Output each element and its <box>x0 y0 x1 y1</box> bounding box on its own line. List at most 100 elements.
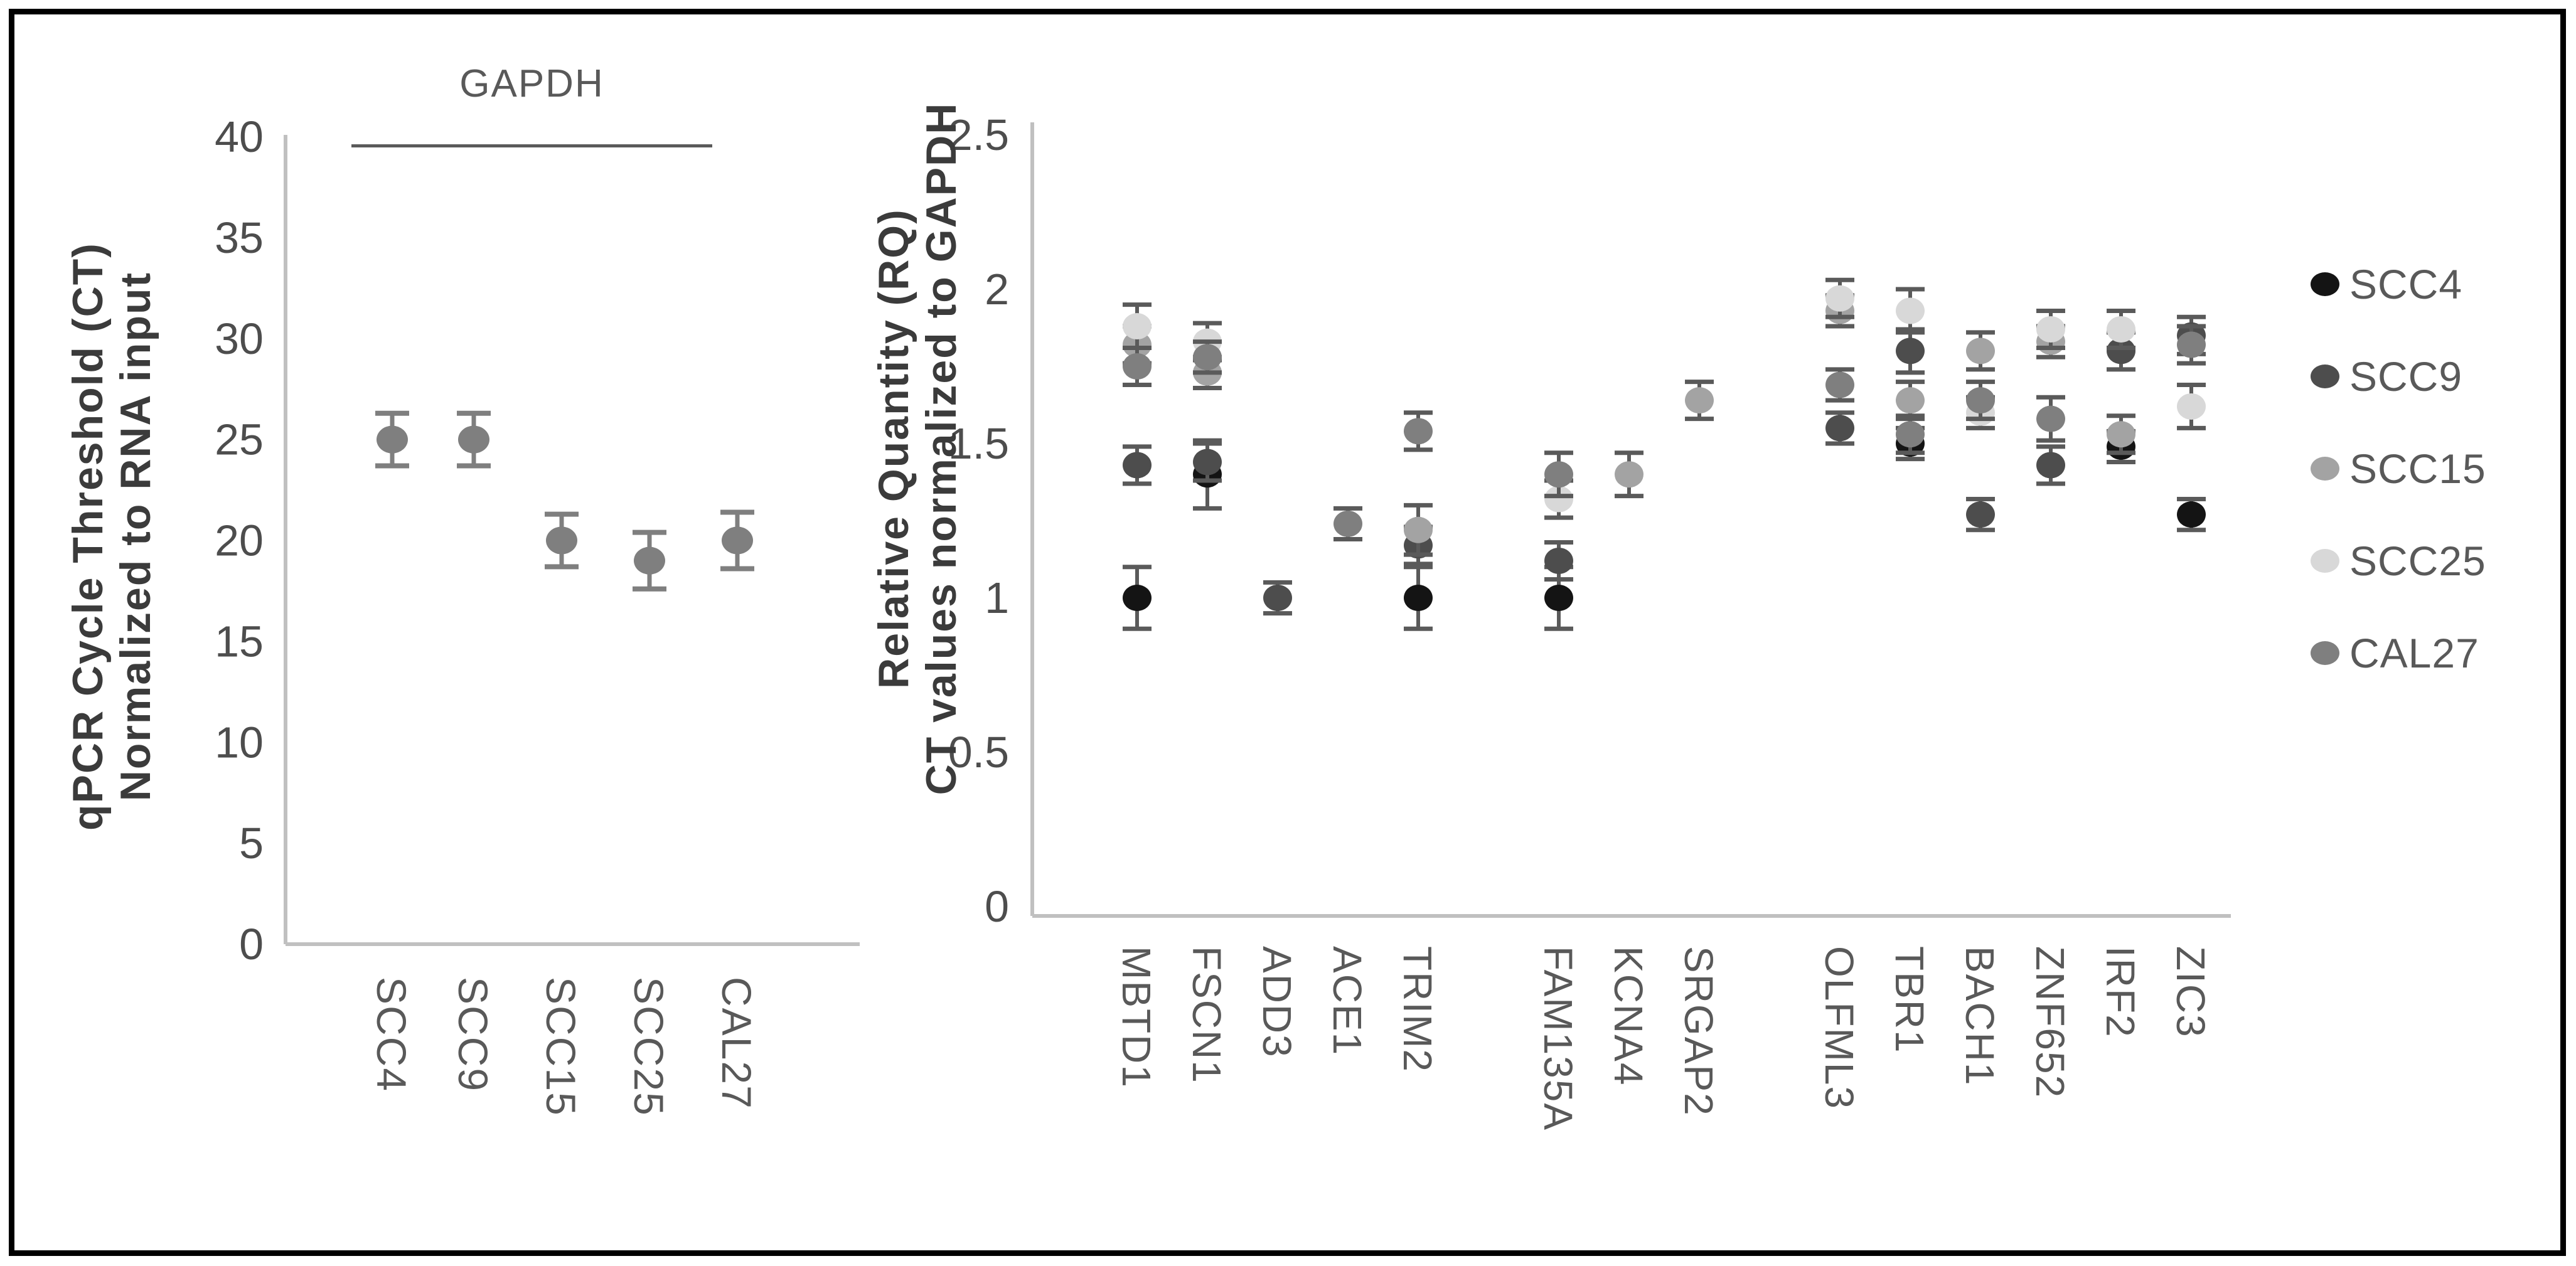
gapdh-annotation-underline <box>351 144 712 147</box>
left-y-tick-label: 5 <box>239 819 264 868</box>
data-point <box>2036 452 2065 479</box>
data-point <box>1333 510 1362 537</box>
left-y-tick-label: 25 <box>215 415 264 464</box>
data-point <box>1544 547 1573 574</box>
legend-label: SCC9 <box>2349 353 2463 400</box>
right-y-axis-title-line2: CT values normalized to GAPDH <box>917 102 965 795</box>
data-point <box>1966 387 1995 414</box>
left-y-axis-title-line1: qPCR Cycle Threshold (CT) <box>64 242 112 831</box>
left-x-category-label: CAL27 <box>713 977 760 1110</box>
data-point <box>1123 313 1152 340</box>
right-x-category-label: KCNA4 <box>1606 946 1651 1086</box>
legend-item: SCC9 <box>2311 353 2486 400</box>
data-point <box>1193 449 1222 476</box>
data-point <box>1685 387 1714 414</box>
legend-item: SCC25 <box>2311 537 2486 585</box>
data-point <box>1404 418 1433 445</box>
data-point <box>1544 486 1573 513</box>
legend-dot-scc9 <box>2311 364 2339 388</box>
data-point <box>1123 452 1152 479</box>
right-y-tick-label: 2.5 <box>948 110 1009 159</box>
data-point <box>2177 393 2206 420</box>
legend-dot-scc4 <box>2311 272 2339 296</box>
right-y-tick-label: 0 <box>985 882 1009 931</box>
right-x-category-label: TRIM2 <box>1395 946 1440 1073</box>
right-x-category-label: FAM135A <box>1536 946 1581 1131</box>
data-point <box>1966 501 1995 528</box>
right-x-category-label: SRGAP2 <box>1676 946 1721 1117</box>
right-x-category-label: TBR1 <box>1887 946 1932 1054</box>
left-x-category-label: SCC4 <box>368 977 415 1092</box>
data-point <box>1896 338 1925 364</box>
data-point <box>2036 405 2065 432</box>
right-y-axis-title: Relative Quantity (RQ) CT values normali… <box>870 9 965 888</box>
data-point <box>2177 501 2206 528</box>
left-y-tick-label: 30 <box>215 314 264 363</box>
left-y-tick-label: 10 <box>215 718 264 767</box>
data-point <box>1825 371 1854 398</box>
right-x-category-label: FSCN1 <box>1184 946 1229 1084</box>
right-x-category-label: ZIC3 <box>2168 946 2213 1038</box>
right-y-tick-label: 1.5 <box>948 419 1009 468</box>
legend-item: CAL27 <box>2311 629 2486 677</box>
left-y-tick-label: 15 <box>215 617 264 666</box>
data-point <box>2107 316 2135 343</box>
data-point <box>1123 353 1152 380</box>
left-x-category-label: SCC25 <box>626 977 672 1117</box>
gapdh-annotation: GAPDH <box>459 62 604 105</box>
legend: SCC4 SCC9 SCC15 SCC25 CAL27 <box>2311 260 2486 721</box>
data-point <box>1896 297 1925 324</box>
legend-label: SCC25 <box>2349 538 2486 584</box>
right-y-axis-title-line1: Relative Quantity (RQ) <box>870 208 917 689</box>
legend-dot-cal27 <box>2311 641 2339 665</box>
data-point <box>1966 338 1995 364</box>
legend-dot-scc15 <box>2311 457 2339 481</box>
right-y-tick-label: 1 <box>985 573 1009 622</box>
data-point <box>377 425 408 454</box>
right-y-tick-label: 2 <box>985 265 1009 314</box>
left-y-tick-label: 40 <box>215 112 264 161</box>
left-y-tick-label: 0 <box>239 920 264 969</box>
data-point <box>1404 516 1433 543</box>
data-point <box>1193 344 1222 371</box>
left-x-category-label: SCC9 <box>450 977 496 1092</box>
data-point <box>1123 585 1152 611</box>
right-x-category-label: ACE1 <box>1325 946 1370 1056</box>
left-y-tick-label: 35 <box>215 213 264 262</box>
right-x-category-label: MBTD1 <box>1114 946 1159 1088</box>
right-y-tick-label: 0.5 <box>948 728 1009 777</box>
data-point <box>1263 585 1292 611</box>
left-y-axis-title: qPCR Cycle Threshold (CT) Normalized to … <box>64 97 159 976</box>
data-point <box>1544 461 1573 488</box>
right-x-category-label: OLFML3 <box>1817 946 1862 1110</box>
data-point <box>2036 316 2065 343</box>
data-point <box>1896 387 1925 414</box>
data-point <box>458 425 489 454</box>
data-point <box>722 526 753 555</box>
left-y-tick-label: 20 <box>215 516 264 565</box>
data-point <box>1896 421 1925 448</box>
data-point <box>2177 331 2206 358</box>
legend-label: SCC4 <box>2349 261 2463 307</box>
data-point <box>2107 421 2135 448</box>
legend-item: SCC4 <box>2311 260 2486 308</box>
right-x-category-label: ZNF652 <box>2028 946 2073 1098</box>
right-x-category-label: IRF2 <box>2098 946 2143 1038</box>
right-x-category-label: BACH1 <box>1957 946 2002 1086</box>
data-point <box>1825 415 1854 442</box>
right-x-category-label: ADD3 <box>1254 946 1300 1058</box>
data-point <box>634 546 665 575</box>
legend-label: SCC15 <box>2349 445 2486 492</box>
data-point <box>1825 285 1854 312</box>
data-point <box>1544 585 1573 611</box>
left-y-axis-title-line2: Normalized to RNA input <box>112 271 159 802</box>
data-point <box>546 526 577 555</box>
legend-label: CAL27 <box>2349 630 2479 676</box>
legend-dot-scc25 <box>2311 549 2339 573</box>
data-point <box>2107 338 2135 364</box>
left-x-category-label: SCC15 <box>538 977 584 1117</box>
data-point <box>1404 585 1433 611</box>
data-point <box>1615 461 1643 488</box>
